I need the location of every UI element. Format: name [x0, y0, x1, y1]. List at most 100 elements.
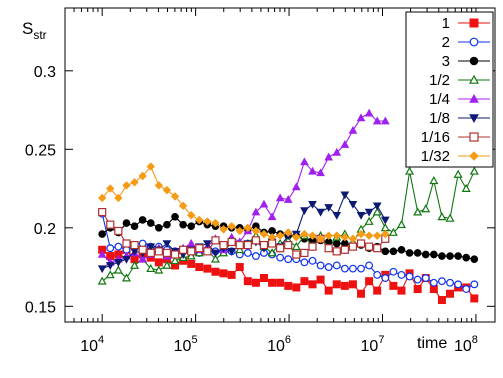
y-tick-label: 0.2	[34, 221, 56, 238]
data-point	[276, 278, 285, 287]
data-point	[454, 280, 463, 289]
data-point	[203, 217, 212, 226]
data-point	[365, 277, 374, 286]
data-point	[396, 219, 406, 229]
data-point	[389, 281, 398, 290]
data-point	[251, 252, 260, 260]
data-point	[364, 108, 374, 117]
data-point	[332, 147, 342, 156]
data-point	[284, 255, 293, 264]
data-point	[283, 195, 293, 203]
data-point	[114, 193, 123, 203]
data-point	[187, 247, 196, 256]
data-point	[292, 283, 301, 292]
data-point	[381, 274, 390, 282]
data-point	[186, 238, 196, 247]
data-point	[219, 240, 228, 250]
data-point	[429, 175, 439, 185]
data-point	[349, 264, 357, 273]
data-point	[421, 250, 430, 259]
data-point	[469, 56, 479, 66]
data-point	[405, 166, 415, 175]
data-point	[446, 278, 454, 287]
data-point	[268, 278, 277, 287]
data-point	[300, 248, 309, 258]
data-point	[276, 253, 285, 262]
data-point	[462, 285, 471, 293]
y-tick-label: 0.25	[25, 142, 56, 159]
data-point	[316, 168, 325, 177]
data-point	[469, 151, 479, 161]
data-point	[469, 93, 479, 103]
data-point	[170, 250, 180, 259]
data-point	[373, 270, 382, 279]
data-point	[121, 273, 132, 282]
data-point	[259, 240, 269, 250]
x-tick-label: 108	[454, 334, 478, 355]
data-point	[154, 265, 164, 274]
data-point	[163, 220, 171, 229]
data-point	[179, 220, 187, 229]
data-point	[211, 236, 220, 245]
data-point	[445, 213, 455, 222]
data-point	[356, 113, 366, 122]
data-point	[162, 185, 172, 195]
data-point	[243, 248, 252, 257]
data-point	[356, 211, 366, 220]
data-point	[413, 285, 422, 294]
data-point	[300, 157, 309, 166]
data-point	[203, 264, 212, 273]
data-point	[130, 222, 139, 231]
data-point	[365, 242, 374, 251]
data-point	[210, 254, 220, 263]
data-point	[138, 216, 147, 224]
data-point	[114, 226, 123, 236]
data-point	[300, 207, 309, 216]
data-point	[372, 116, 382, 125]
data-point	[251, 278, 260, 287]
data-point	[203, 240, 212, 249]
data-point	[162, 240, 172, 249]
data-point	[219, 269, 228, 278]
data-point	[105, 262, 115, 271]
data-point	[316, 234, 325, 243]
data-point	[405, 272, 414, 281]
data-point	[97, 249, 107, 258]
data-point	[178, 201, 188, 211]
data-point	[243, 240, 252, 250]
data-point	[267, 212, 277, 221]
data-point	[372, 207, 382, 216]
data-point	[372, 231, 382, 240]
data-point	[106, 244, 115, 253]
data-point	[380, 216, 390, 225]
legend-label: 1	[442, 15, 450, 32]
data-point	[429, 278, 438, 287]
data-point	[468, 74, 480, 84]
series-7	[98, 208, 390, 259]
data-point	[146, 248, 155, 258]
data-point	[292, 233, 301, 242]
data-point	[388, 227, 398, 236]
data-point	[405, 249, 414, 257]
data-point	[316, 208, 325, 217]
data-point	[308, 166, 317, 175]
data-point	[113, 265, 123, 274]
data-point	[122, 255, 131, 264]
data-point	[332, 247, 341, 256]
data-point	[364, 231, 374, 240]
data-point	[300, 258, 309, 267]
data-point	[114, 259, 123, 267]
data-point	[324, 286, 333, 295]
data-point	[275, 231, 285, 240]
data-point	[227, 222, 236, 231]
y-tick-label: 0.3	[34, 64, 56, 81]
data-point	[300, 229, 309, 239]
data-point	[356, 239, 366, 248]
data-point	[413, 249, 422, 257]
data-point	[195, 215, 204, 225]
data-point	[97, 193, 107, 203]
legend-label: 1/16	[421, 129, 450, 146]
x-tick-label: 105	[174, 334, 198, 355]
x-tick-label: 104	[80, 334, 104, 355]
